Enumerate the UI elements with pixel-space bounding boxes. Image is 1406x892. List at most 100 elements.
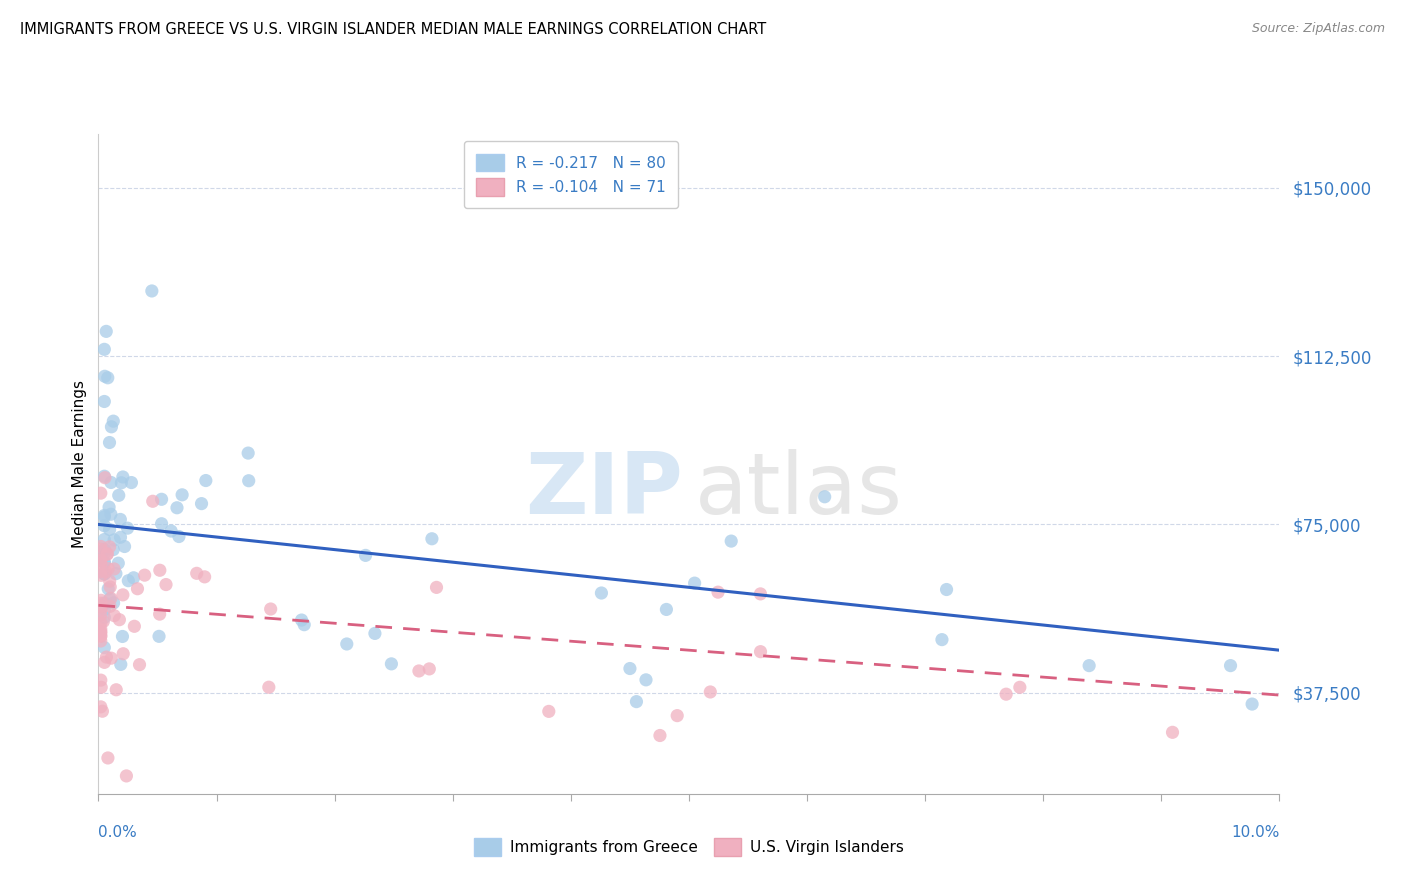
Point bbox=[699, 685, 721, 699]
Point bbox=[110, 530, 132, 544]
Point bbox=[115, 769, 138, 783]
Point bbox=[98, 500, 121, 514]
Point bbox=[94, 565, 117, 579]
Point bbox=[90, 599, 112, 614]
Point bbox=[98, 540, 121, 554]
Point bbox=[107, 488, 129, 502]
Point bbox=[94, 471, 117, 485]
Point bbox=[260, 602, 283, 616]
Point bbox=[148, 629, 170, 643]
Point bbox=[98, 591, 121, 606]
Point bbox=[364, 626, 387, 640]
Point bbox=[93, 596, 115, 610]
Point bbox=[111, 630, 134, 644]
Point bbox=[1161, 725, 1184, 739]
Point bbox=[117, 521, 139, 535]
Point bbox=[103, 414, 125, 428]
Point bbox=[90, 673, 112, 687]
Point bbox=[90, 565, 112, 579]
Point bbox=[110, 475, 132, 490]
Point bbox=[648, 729, 671, 743]
Point bbox=[90, 622, 112, 636]
Text: 10.0%: 10.0% bbox=[1232, 825, 1279, 840]
Point bbox=[127, 582, 149, 596]
Point bbox=[96, 547, 118, 561]
Point bbox=[90, 608, 112, 623]
Point bbox=[93, 567, 115, 582]
Point bbox=[93, 602, 115, 616]
Text: atlas: atlas bbox=[695, 449, 903, 532]
Point bbox=[90, 553, 112, 567]
Point bbox=[90, 624, 112, 639]
Point bbox=[619, 661, 641, 675]
Point bbox=[122, 571, 145, 585]
Point bbox=[749, 645, 772, 659]
Point bbox=[194, 474, 217, 488]
Point bbox=[93, 469, 115, 483]
Point bbox=[90, 553, 112, 567]
Text: IMMIGRANTS FROM GREECE VS U.S. VIRGIN ISLANDER MEDIAN MALE EARNINGS CORRELATION : IMMIGRANTS FROM GREECE VS U.S. VIRGIN IS… bbox=[20, 22, 766, 37]
Point bbox=[150, 516, 173, 531]
Point bbox=[935, 582, 957, 597]
Point bbox=[90, 556, 112, 570]
Point bbox=[110, 512, 132, 526]
Point bbox=[111, 588, 134, 602]
Point bbox=[292, 617, 315, 632]
Point bbox=[90, 593, 112, 607]
Point bbox=[720, 534, 742, 549]
Point bbox=[97, 751, 120, 765]
Point bbox=[103, 542, 125, 557]
Legend: Immigrants from Greece, U.S. Virgin Islanders: Immigrants from Greece, U.S. Virgin Isla… bbox=[468, 832, 910, 863]
Point bbox=[105, 682, 128, 697]
Point bbox=[103, 608, 125, 623]
Point bbox=[93, 546, 115, 560]
Point bbox=[93, 610, 115, 624]
Point bbox=[425, 581, 447, 595]
Point bbox=[149, 563, 172, 577]
Point bbox=[103, 596, 125, 610]
Point bbox=[93, 510, 115, 524]
Point bbox=[93, 533, 115, 547]
Point bbox=[190, 497, 212, 511]
Point bbox=[93, 656, 115, 670]
Point bbox=[98, 599, 121, 614]
Point bbox=[111, 470, 134, 484]
Point bbox=[814, 490, 837, 504]
Point bbox=[90, 629, 112, 643]
Point bbox=[418, 662, 440, 676]
Point bbox=[97, 371, 120, 385]
Point bbox=[120, 475, 142, 490]
Point bbox=[683, 576, 706, 591]
Point bbox=[93, 518, 115, 533]
Point bbox=[97, 562, 120, 576]
Point bbox=[96, 547, 118, 561]
Point bbox=[93, 394, 115, 409]
Point bbox=[98, 574, 121, 589]
Point bbox=[91, 615, 114, 629]
Point bbox=[90, 680, 112, 694]
Point bbox=[100, 419, 122, 434]
Point bbox=[666, 708, 689, 723]
Point bbox=[112, 647, 135, 661]
Point bbox=[90, 629, 112, 643]
Point bbox=[537, 705, 560, 719]
Point bbox=[104, 566, 127, 581]
Point bbox=[103, 533, 125, 547]
Point bbox=[380, 657, 402, 671]
Point bbox=[124, 619, 146, 633]
Point bbox=[194, 570, 217, 584]
Point bbox=[336, 637, 359, 651]
Y-axis label: Median Male Earnings: Median Male Earnings bbox=[72, 380, 87, 548]
Point bbox=[1078, 658, 1101, 673]
Point bbox=[626, 695, 648, 709]
Point bbox=[420, 532, 443, 546]
Point bbox=[186, 566, 208, 581]
Point bbox=[100, 475, 122, 490]
Point bbox=[98, 580, 121, 594]
Point bbox=[1241, 697, 1264, 711]
Point bbox=[96, 650, 118, 665]
Point bbox=[90, 596, 112, 610]
Point bbox=[90, 486, 112, 500]
Point bbox=[107, 556, 129, 570]
Point bbox=[167, 529, 190, 543]
